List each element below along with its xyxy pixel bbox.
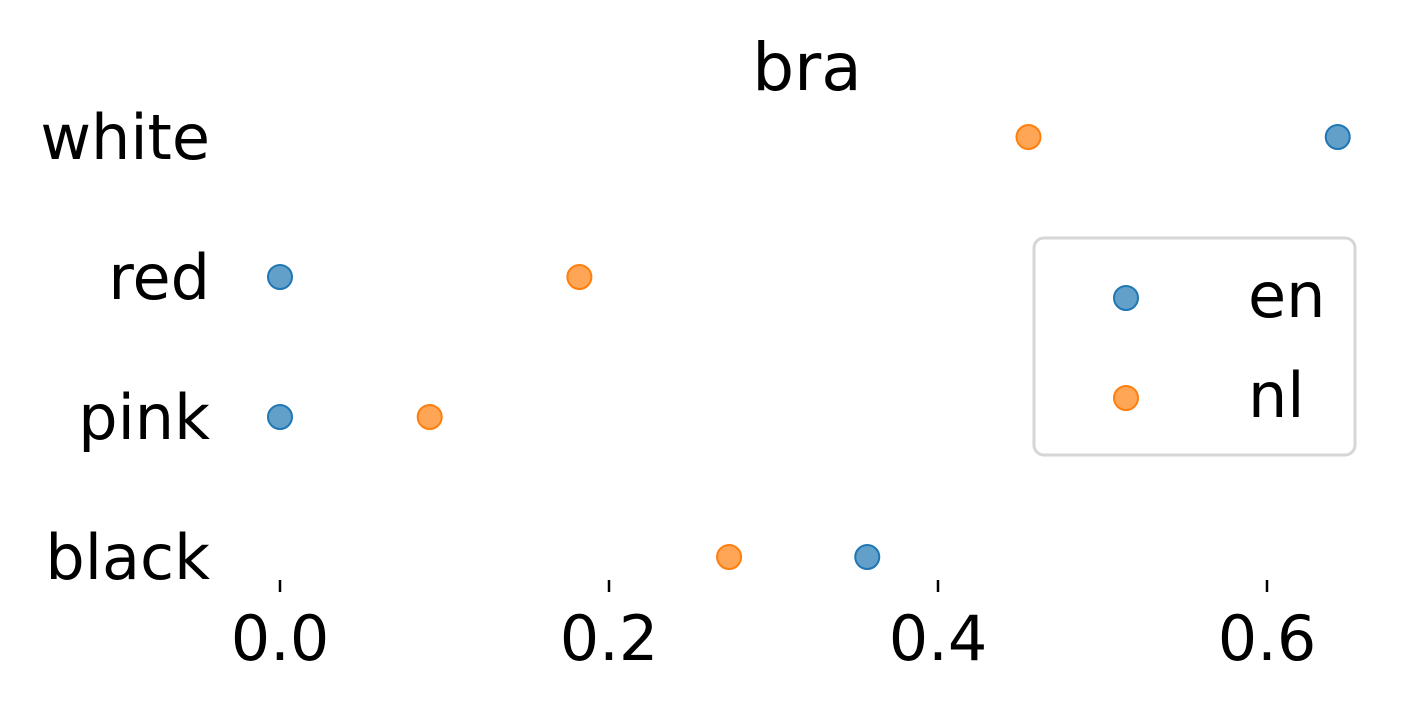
y-tick-label-black: black <box>45 521 210 594</box>
legend-marker-en <box>1113 285 1139 311</box>
point-en-red <box>267 264 293 290</box>
point-nl-black <box>716 544 743 570</box>
point-nl-red <box>566 264 593 290</box>
x-tick-label: 0.4 <box>889 602 988 675</box>
data-points <box>267 124 1351 570</box>
point-en-black <box>854 544 881 570</box>
x-tick-label: 0.2 <box>560 602 659 675</box>
point-en-pink <box>267 404 293 430</box>
legend: en nl <box>1032 236 1357 457</box>
point-nl-white <box>1015 124 1042 150</box>
x-axis-ticks: 0.0 0.2 0.4 0.6 <box>231 580 1317 675</box>
legend-marker-nl <box>1113 385 1139 411</box>
legend-label-en: en <box>1248 259 1325 332</box>
y-tick-label-pink: pink <box>78 381 210 454</box>
y-axis-ticks: white red pink black <box>40 101 210 594</box>
x-tick-label: 0.6 <box>1218 602 1317 675</box>
y-tick-label-white: white <box>40 101 210 174</box>
legend-label-nl: nl <box>1248 359 1305 432</box>
x-tick-label: 0.0 <box>231 602 330 675</box>
y-tick-label-red: red <box>108 241 210 314</box>
chart-title: bra <box>752 29 861 106</box>
point-nl-pink <box>416 404 443 430</box>
point-en-white <box>1324 124 1351 150</box>
